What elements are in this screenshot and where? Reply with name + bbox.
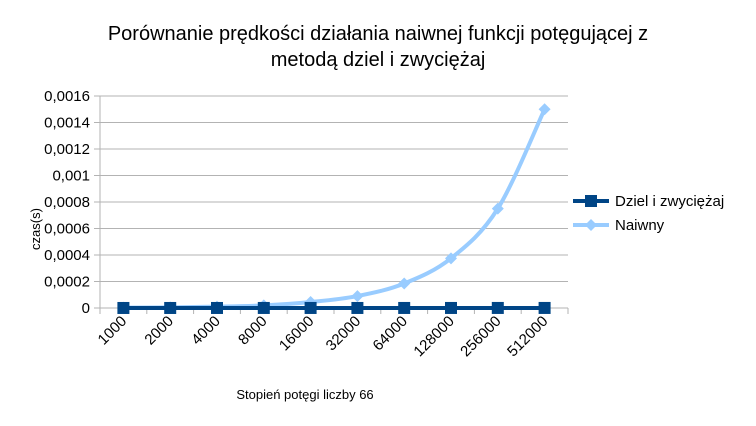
x-tick-label: 32000 (323, 313, 365, 355)
legend-item: Naiwny (573, 217, 665, 234)
data-point (257, 301, 270, 314)
y-tick-label: 0,0012 (44, 141, 90, 158)
legend-label: Dziel i zwyciężaj (615, 193, 724, 210)
y-tick-label: 0,0008 (44, 194, 90, 211)
x-axis-label: Stopień potęgi liczby 66 (236, 387, 373, 402)
y-tick-label: 0,0006 (44, 221, 90, 238)
x-axis-ticks: 1000 2000 4000 8000 16000 32000 64000 128000 256… (95, 313, 552, 360)
series-0 (117, 301, 551, 314)
data-point (351, 301, 364, 314)
series-layer (117, 103, 551, 314)
x-tick-label: 16000 (276, 313, 318, 355)
data-point (117, 301, 130, 314)
data-point (538, 301, 551, 314)
legend-marker (585, 219, 597, 231)
legend-item: Dziel i zwyciężaj (573, 193, 724, 210)
x-tick-label: 2000 (141, 313, 177, 349)
chart-title-line-2: metodą dziel i zwyciężaj (271, 49, 486, 71)
data-point (538, 103, 551, 116)
y-tick-label: 0 (82, 300, 90, 317)
x-tick-label: 8000 (235, 313, 271, 349)
data-point (398, 301, 411, 314)
data-point (445, 252, 457, 265)
y-tick-label: 0,0016 (44, 88, 90, 105)
y-tick-label: 0,0004 (44, 247, 90, 264)
chart-title: Porównanie prędkości działania naiwnej f… (108, 23, 648, 71)
x-tick-label: 64000 (370, 313, 412, 355)
data-point (398, 277, 411, 290)
series-1 (117, 103, 551, 314)
legend-label: Naiwny (615, 217, 665, 234)
data-point (491, 301, 504, 314)
data-point (211, 301, 223, 314)
data-point (445, 301, 457, 314)
y-axis-ticks: 0 0,0002 0,0004 0,0006 0,0008 0,001 0,0012 0,00… (44, 88, 90, 317)
y-tick-label: 0,0002 (44, 274, 90, 291)
legend-marker (585, 195, 597, 207)
y-axis-label: czas(s) (28, 208, 43, 250)
gridlines (94, 95, 568, 309)
x-tick-label: 256000 (457, 313, 504, 360)
data-point (164, 301, 177, 314)
x-tick-label: 4000 (188, 313, 224, 349)
data-point (491, 202, 504, 215)
chart-title-line-1: Porównanie prędkości działania naiwnej f… (108, 23, 648, 45)
x-tick-label: 1000 (95, 313, 131, 349)
y-tick-label: 0,0014 (44, 115, 90, 132)
x-tick-label: 128000 (410, 313, 457, 360)
legend: Dziel i zwyciężaj Naiwny (573, 193, 724, 234)
series-line (123, 108, 547, 310)
data-point (351, 290, 364, 303)
data-point (304, 301, 317, 314)
y-tick-label: 0,001 (52, 168, 90, 185)
x-tick-label: 512000 (504, 313, 551, 360)
